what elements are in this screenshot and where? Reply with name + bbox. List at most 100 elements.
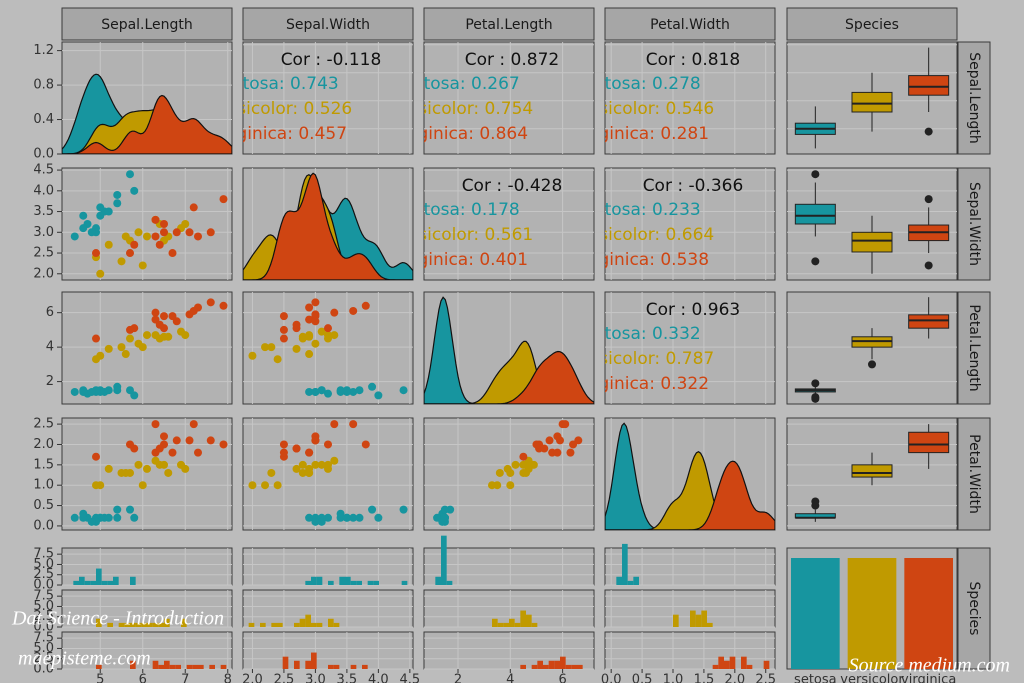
hist-bar: [537, 660, 543, 669]
point: [130, 240, 139, 249]
hist-bar: [220, 664, 227, 669]
row-label: Petal.Length: [966, 304, 982, 391]
x-tick-label: 0.5: [632, 673, 653, 683]
box: [908, 75, 950, 96]
hist-bar: [96, 664, 102, 669]
hist-bar: [492, 618, 498, 627]
point: [151, 420, 160, 429]
point: [305, 315, 314, 324]
point: [374, 391, 383, 400]
hist-bar: [181, 618, 187, 627]
point: [440, 505, 449, 514]
point: [219, 440, 228, 449]
hist-bar: [548, 660, 555, 669]
point: [160, 220, 168, 228]
point: [117, 257, 126, 266]
panel: [604, 291, 776, 405]
point: [126, 386, 134, 395]
hist-bar: [96, 568, 102, 585]
hist-bar: [565, 664, 572, 669]
hist-bar: [209, 664, 215, 669]
point: [317, 517, 326, 526]
panel: [242, 41, 414, 155]
hist-bar: [305, 614, 311, 627]
point: [113, 513, 122, 522]
point: [317, 460, 326, 469]
hist-bar: [130, 576, 136, 585]
y-tick-label: 2.5: [33, 567, 54, 582]
column-strip: [61, 7, 233, 41]
correlation-group: versicolor: 0.546: [572, 99, 714, 119]
panel: [61, 547, 233, 586]
y-tick-label: 2.0: [33, 437, 54, 452]
density-area: [424, 350, 594, 404]
point: [330, 308, 339, 317]
point: [361, 301, 370, 310]
hist-bar: [350, 580, 357, 585]
hist-bar: [141, 622, 147, 627]
point: [138, 343, 147, 352]
density-area: [424, 296, 594, 404]
point: [267, 343, 276, 352]
hist-bar: [356, 580, 362, 585]
point: [206, 298, 215, 307]
hist-bar: [328, 580, 334, 585]
point: [121, 468, 130, 477]
point: [172, 317, 181, 326]
y-tick-label: 0.8: [33, 78, 54, 93]
hist-bar: [560, 656, 566, 669]
y-tick-label: 4.5: [33, 163, 54, 178]
point: [292, 320, 301, 329]
point: [177, 460, 185, 469]
correlation-total: Cor : 0.818: [646, 50, 740, 70]
hist-bar: [362, 664, 368, 669]
column-strip: [786, 7, 958, 41]
point: [374, 513, 383, 522]
y-tick-label: 0.4: [33, 112, 54, 127]
x-tick-label: versicolor: [840, 673, 904, 683]
column-label: Species: [845, 17, 899, 33]
panel: [61, 291, 233, 405]
hist-bar: [526, 614, 532, 627]
point: [330, 331, 339, 340]
box: [851, 91, 893, 113]
correlation-group: virginica: 0.401: [396, 250, 528, 270]
point: [151, 456, 160, 465]
point: [292, 464, 301, 473]
point: [361, 440, 370, 449]
y-tick-label: 2: [46, 374, 54, 389]
y-tick-label: 0.0: [33, 147, 54, 162]
panel-content: Cor : 0.963 setosa: 0.332 versicolor: 0.78…: [605, 300, 740, 394]
y-tick-label: 3.5: [33, 204, 54, 219]
watermark: maepisteme.com: [18, 648, 151, 670]
point: [151, 215, 160, 224]
point: [172, 228, 181, 237]
point: [164, 468, 173, 477]
point: [545, 436, 554, 445]
x-tick-label: setosa: [794, 673, 837, 683]
x-tick-label: 4: [506, 673, 514, 683]
x-tick-label: 2.5: [274, 673, 295, 683]
point: [324, 460, 332, 469]
point: [168, 249, 177, 258]
column-strip: [242, 7, 414, 41]
point: [553, 448, 562, 457]
x-tick-label: 2: [454, 673, 462, 683]
x-tick-label: 4.5: [400, 673, 421, 683]
outlier: [924, 195, 933, 204]
point: [96, 211, 105, 220]
point: [126, 249, 134, 258]
outlier: [924, 127, 933, 136]
point: [143, 331, 151, 340]
hist-bar: [158, 664, 164, 669]
hist-bar: [690, 610, 696, 627]
hist-bar: [294, 622, 300, 627]
y-tick-label: 7.5: [33, 547, 54, 562]
hist-bar: [175, 664, 181, 669]
hist-bar: [277, 622, 283, 627]
hist-bar: [333, 622, 340, 627]
correlation-group: versicolor: 0.754: [391, 99, 533, 119]
panel-content: [248, 420, 408, 526]
point: [279, 440, 288, 449]
point: [70, 513, 79, 522]
